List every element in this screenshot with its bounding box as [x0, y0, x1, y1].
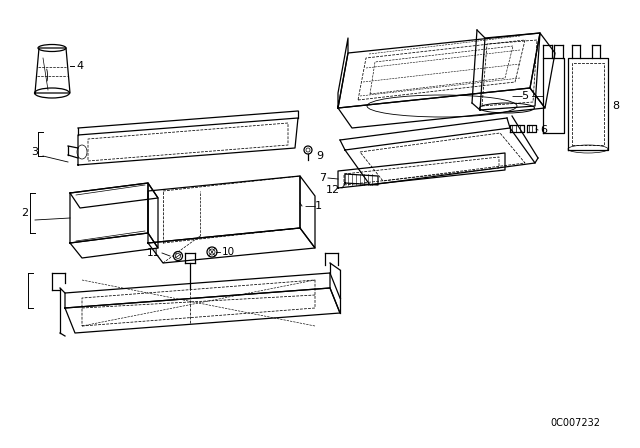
Text: 11: 11 — [147, 248, 160, 258]
Text: —1: —1 — [304, 201, 322, 211]
Text: 12: 12 — [326, 185, 340, 195]
Text: 4: 4 — [76, 61, 83, 71]
Text: 6: 6 — [540, 125, 547, 135]
Text: 10: 10 — [222, 247, 235, 257]
Text: 8: 8 — [612, 101, 619, 111]
Text: 3: 3 — [31, 147, 38, 157]
Text: 0C007232: 0C007232 — [550, 418, 600, 428]
Text: 2: 2 — [21, 208, 28, 218]
Text: 9: 9 — [316, 151, 323, 161]
Text: —5: —5 — [512, 91, 530, 101]
Text: 7: 7 — [319, 173, 326, 183]
